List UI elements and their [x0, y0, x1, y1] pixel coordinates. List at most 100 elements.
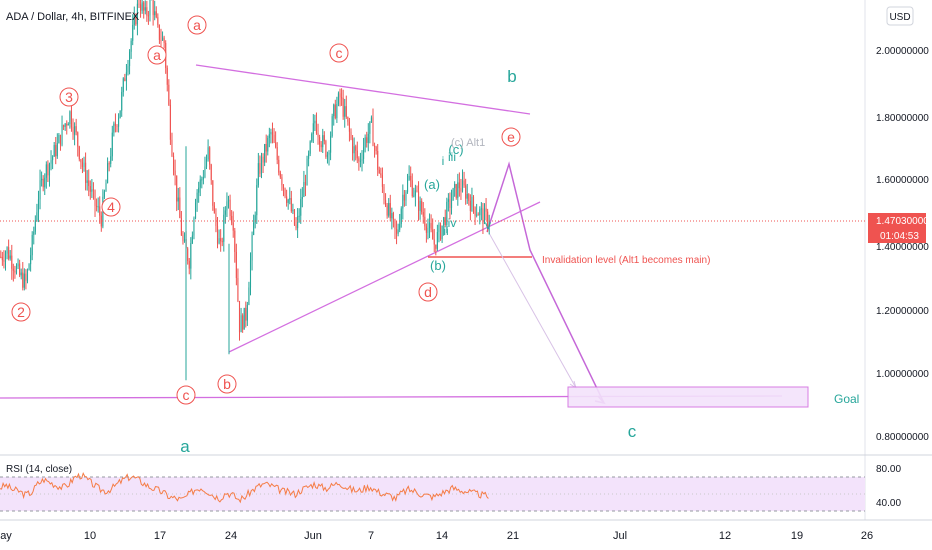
triangle-upper-trendline[interactable] — [195, 64, 531, 115]
candle-body — [245, 307, 247, 321]
wave-label-b-teal[interactable]: b — [507, 67, 516, 86]
wave-label-i[interactable]: i — [442, 154, 445, 168]
candle-body — [483, 208, 486, 224]
candle-body — [251, 234, 253, 261]
candle-body — [430, 223, 432, 230]
candle-body — [238, 301, 241, 333]
candle-body — [53, 145, 55, 157]
time-axis[interactable]: ay 10 17 24 Jun 7 14 21 Jul 12 19 26 — [0, 530, 873, 542]
candle-body — [75, 126, 77, 133]
candle-body — [328, 152, 330, 155]
wave-label-2[interactable]: 2 — [11, 302, 31, 322]
wave-label-c-top[interactable]: c — [329, 43, 349, 63]
candle-body — [110, 156, 112, 164]
wave-label-c-low[interactable]: c — [176, 385, 196, 405]
wave-label-a[interactable]: a — [147, 45, 167, 65]
goal-zone-box[interactable] — [567, 386, 809, 408]
wave-label-iii[interactable]: iii — [448, 150, 456, 164]
candle-body — [295, 224, 297, 229]
candle-body — [389, 203, 391, 219]
wave-label-sub-c[interactable]: (c) — [448, 142, 463, 157]
candle-body — [190, 243, 192, 269]
candle-body — [400, 208, 402, 224]
candle-body — [422, 212, 424, 217]
svg-text:2: 2 — [17, 304, 25, 320]
candle-body — [458, 182, 460, 189]
candle-body — [161, 37, 164, 41]
wave-label-v[interactable]: v — [485, 218, 491, 232]
candle-body — [325, 141, 327, 157]
invalidation-label[interactable]: Invalidation level (Alt1 becomes main) — [542, 255, 710, 266]
alt1-label[interactable]: (c) Alt1 — [451, 137, 485, 149]
candle-body — [221, 241, 223, 243]
candle-body — [284, 188, 286, 197]
candle-body — [297, 216, 299, 229]
wave-label-a-top[interactable]: a — [187, 15, 207, 35]
teal-labels: b c a (a) (b) (c) i iii iv ii v — [180, 67, 636, 456]
candle-body — [315, 120, 318, 134]
candle-body — [322, 135, 324, 148]
time-tick-label: 14 — [436, 530, 448, 542]
wave-label-c-teal[interactable]: c — [628, 422, 637, 441]
candle-body — [152, 0, 154, 16]
candle-body — [275, 142, 277, 148]
candle-body — [312, 123, 314, 134]
candle-body — [80, 159, 82, 163]
candle-body — [144, 7, 146, 11]
candle-body — [100, 215, 102, 227]
candle-body — [125, 72, 127, 81]
last-price-tag: 1.47030000 01:04:53 — [868, 213, 929, 243]
currency-button[interactable]: USD — [886, 6, 914, 26]
candle-body — [44, 177, 46, 188]
candle-body — [391, 213, 393, 219]
candle-body — [129, 51, 131, 67]
candle-body — [69, 111, 71, 125]
price-axis[interactable]: 2.00000000 1.80000000 1.60000000 1.40000… — [876, 46, 929, 443]
candle-body — [411, 180, 413, 197]
candle-body — [487, 211, 489, 227]
svg-text:c: c — [183, 387, 190, 403]
wave-label-a-teal[interactable]: a — [180, 437, 190, 456]
candle-body — [413, 195, 415, 197]
wave-label-iv[interactable]: iv — [448, 216, 457, 230]
candle-body — [466, 194, 468, 199]
candle-body — [287, 199, 289, 203]
candle-body — [77, 132, 79, 147]
candle-body — [188, 260, 190, 269]
candle-body — [83, 162, 85, 167]
wave-label-d[interactable]: d — [418, 282, 438, 302]
candle-body — [59, 134, 62, 145]
time-tick-label: 19 — [791, 530, 803, 542]
candle-body — [358, 158, 360, 162]
candle-body — [396, 228, 398, 234]
candle-body — [246, 304, 248, 321]
wave-label-e[interactable]: e — [501, 127, 521, 147]
wave-label-b[interactable]: b — [217, 374, 237, 394]
symbol-title: ADA / Dollar, 4h, BITFINEX — [6, 11, 140, 23]
candle-body — [234, 230, 236, 252]
price-tick-label: 1.80000000 — [876, 113, 929, 124]
wave-label-ii[interactable]: ii — [443, 224, 448, 238]
candle-body — [333, 104, 335, 117]
candle-body — [278, 159, 280, 173]
wave-label-3[interactable]: 3 — [59, 87, 79, 107]
candle-body — [337, 93, 339, 105]
rsi-pane[interactable]: RSI (14, close) 80.00 40.00 — [0, 464, 901, 512]
wave-label-sub-a[interactable]: (a) — [424, 177, 440, 192]
wave-label-4[interactable]: 4 — [101, 197, 121, 217]
candle-body — [138, 3, 140, 5]
candle-body — [19, 263, 21, 276]
candle-body — [461, 180, 464, 192]
candle-body — [457, 182, 459, 198]
goal-label[interactable]: Goal — [834, 392, 859, 406]
svg-text:d: d — [424, 284, 432, 300]
candle-body — [308, 153, 310, 159]
candle-body — [485, 208, 487, 212]
wave-label-sub-b[interactable]: (b) — [430, 258, 446, 273]
candle-body — [323, 135, 325, 142]
projected-path-alt[interactable] — [488, 232, 577, 389]
candle-body — [224, 210, 226, 215]
price-tick-label: 1.00000000 — [876, 369, 929, 380]
projected-path-main[interactable] — [486, 161, 605, 404]
